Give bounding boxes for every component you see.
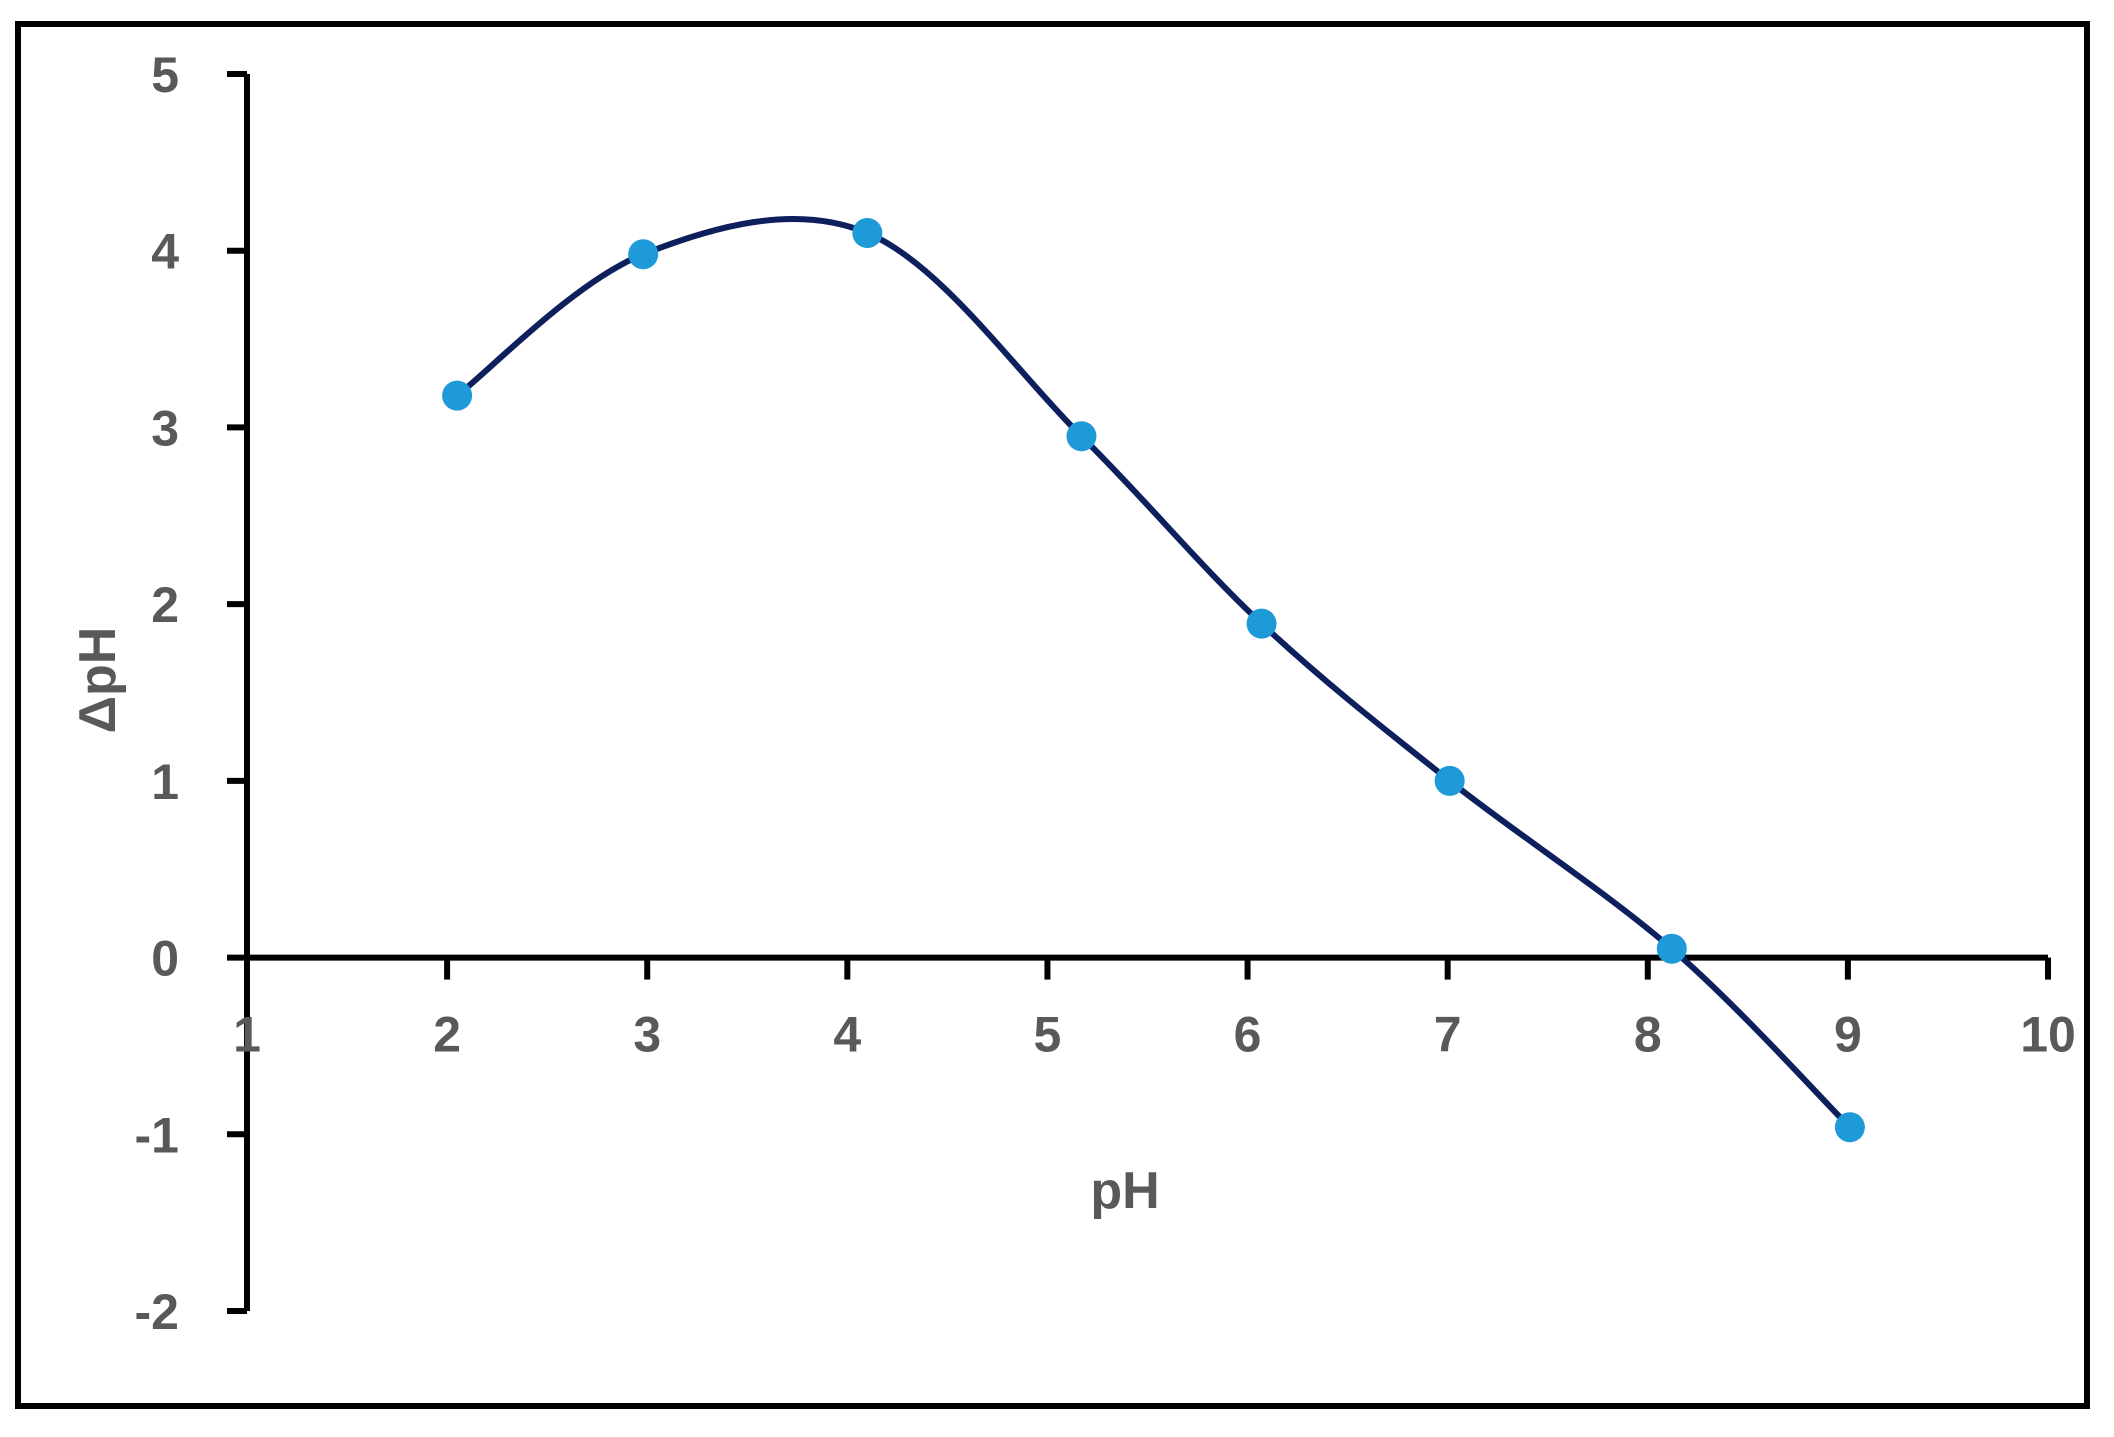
y-tick-label: 4 (151, 224, 179, 280)
y-tick-label: 0 (151, 931, 179, 987)
y-tick-label: 1 (151, 754, 179, 810)
data-points (442, 218, 1865, 1143)
data-point (1434, 765, 1465, 796)
data-point (628, 239, 659, 270)
x-tick-label: 5 (1034, 1007, 1062, 1063)
x-tick-label: 10 (2020, 1007, 2076, 1063)
x-tick-label: 1 (233, 1007, 261, 1063)
x-tick-label: 2 (433, 1007, 461, 1063)
series-line (455, 216, 1853, 1130)
data-point (1656, 933, 1687, 964)
x-axis-title: pH (1090, 1162, 1159, 1220)
x-tick-label: 8 (1634, 1007, 1662, 1063)
y-tick-label: -2 (135, 1284, 179, 1340)
chart-frame (15, 21, 2090, 1409)
y-tick-label: 2 (151, 577, 179, 633)
y-tick-label: -1 (135, 1107, 179, 1163)
x-tick-label: 7 (1434, 1007, 1462, 1063)
x-tick-label: 4 (833, 1007, 861, 1063)
x-tick-label: 6 (1234, 1007, 1262, 1063)
data-point (852, 218, 883, 249)
y-tick-label: 3 (151, 400, 179, 456)
data-point (442, 380, 473, 411)
data-point (1246, 608, 1277, 639)
y-tick-labels: 5 4 3 2 1 0 -1 -2 (135, 47, 180, 1340)
y-axis-title: ΔpH (69, 627, 127, 734)
x-tick-labels: 1 2 3 4 5 6 7 8 9 10 (233, 1007, 2076, 1063)
x-tick-label: 3 (633, 1007, 661, 1063)
axes (227, 71, 2051, 1314)
y-tick-label: 5 (151, 47, 179, 103)
data-point (1834, 1112, 1865, 1143)
data-point (1066, 421, 1097, 452)
x-tick-label: 9 (1834, 1007, 1862, 1063)
